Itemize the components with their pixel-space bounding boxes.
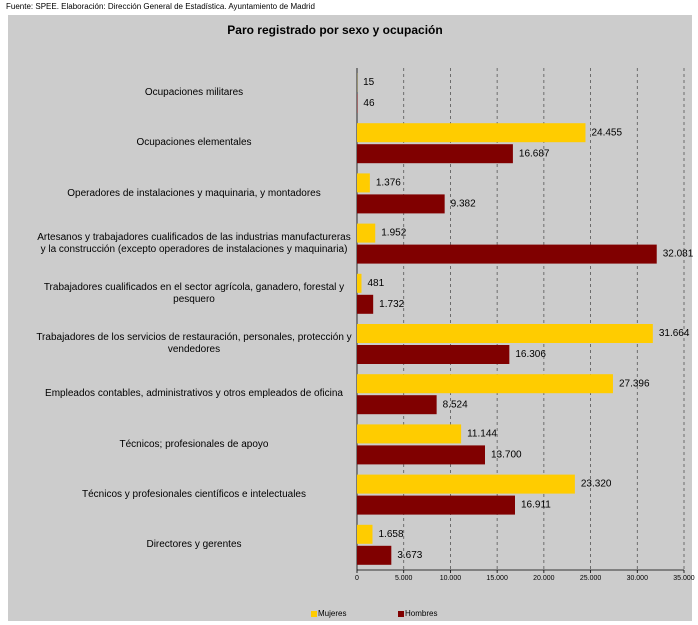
- value-label: 24.455: [591, 127, 622, 138]
- bar: [357, 273, 362, 293]
- category-label: Ocupaciones militares: [144, 87, 244, 99]
- value-label: 1.376: [376, 178, 401, 189]
- bar: [357, 424, 462, 444]
- bar: [357, 223, 376, 243]
- bar: [357, 173, 370, 193]
- value-label: 23.320: [581, 479, 612, 490]
- category-label: Ocupaciones elementales: [136, 137, 252, 149]
- category-label: Técnicos y profesionales científicos e i…: [81, 488, 306, 500]
- value-label: 8.524: [443, 399, 468, 410]
- legend-swatch: [398, 611, 404, 617]
- value-label: 27.396: [619, 378, 650, 389]
- category-label: Empleados contables, administrativos y o…: [45, 388, 343, 400]
- chart-background: [8, 15, 692, 621]
- bar: [357, 395, 437, 415]
- x-tick-label: 10.000: [440, 575, 462, 582]
- x-tick-label: 0: [355, 575, 359, 582]
- value-label: 31.664: [659, 328, 690, 339]
- category-label: Trabajadores cualificados en el sector a…: [43, 281, 345, 305]
- category-label: Directores y gerentes: [146, 538, 242, 550]
- bar: [357, 144, 513, 164]
- bar: [357, 495, 515, 515]
- value-label: 1.952: [381, 228, 406, 239]
- bar: [357, 123, 586, 143]
- bar: [357, 445, 485, 465]
- value-label: 1.658: [378, 529, 403, 540]
- x-tick-label: 15.000: [486, 575, 508, 582]
- x-tick-label: 20.000: [533, 575, 555, 582]
- value-label: 13.700: [491, 450, 522, 461]
- bar: [357, 294, 374, 314]
- bar: [357, 545, 392, 565]
- value-label: 15: [363, 77, 375, 88]
- legend-label: Mujeres: [318, 609, 346, 618]
- value-label: 481: [367, 278, 384, 289]
- value-label: 46: [363, 98, 375, 109]
- x-tick-label: 25.000: [580, 575, 602, 582]
- value-label: 16.687: [519, 148, 550, 159]
- category-label: Artesanos y trabajadores cualificados de…: [37, 231, 351, 255]
- value-label: 11.144: [467, 429, 497, 440]
- x-tick-label: 30.000: [627, 575, 649, 582]
- bar: [357, 524, 373, 544]
- legend-swatch: [311, 611, 317, 617]
- bar: [357, 324, 653, 343]
- value-label: 1.732: [379, 299, 404, 310]
- legend-label: Hombres: [405, 609, 437, 618]
- value-label: 9.382: [451, 199, 476, 210]
- category-label: Operadores de instalaciones y maquinaria…: [67, 187, 321, 199]
- bar: [357, 345, 510, 364]
- source: Fuente: SPEE. Elaboración: Dirección Gen…: [6, 2, 315, 11]
- chart-title: Paro registrado por sexo y ocupación: [227, 23, 442, 37]
- bar: [357, 374, 613, 394]
- category-label: Trabajadores de los servicios de restaur…: [36, 332, 352, 356]
- category-label: Técnicos; profesionales de apoyo: [119, 438, 269, 450]
- x-tick-label: 35.000: [673, 575, 695, 582]
- value-label: 16.306: [515, 349, 546, 360]
- bar: [357, 244, 657, 264]
- value-label: 32.081: [663, 249, 694, 260]
- value-label: 16.911: [521, 500, 551, 511]
- bar: [357, 474, 575, 494]
- value-label: 3.673: [397, 550, 422, 561]
- x-tick-label: 5.000: [395, 575, 413, 582]
- bar: [357, 194, 445, 214]
